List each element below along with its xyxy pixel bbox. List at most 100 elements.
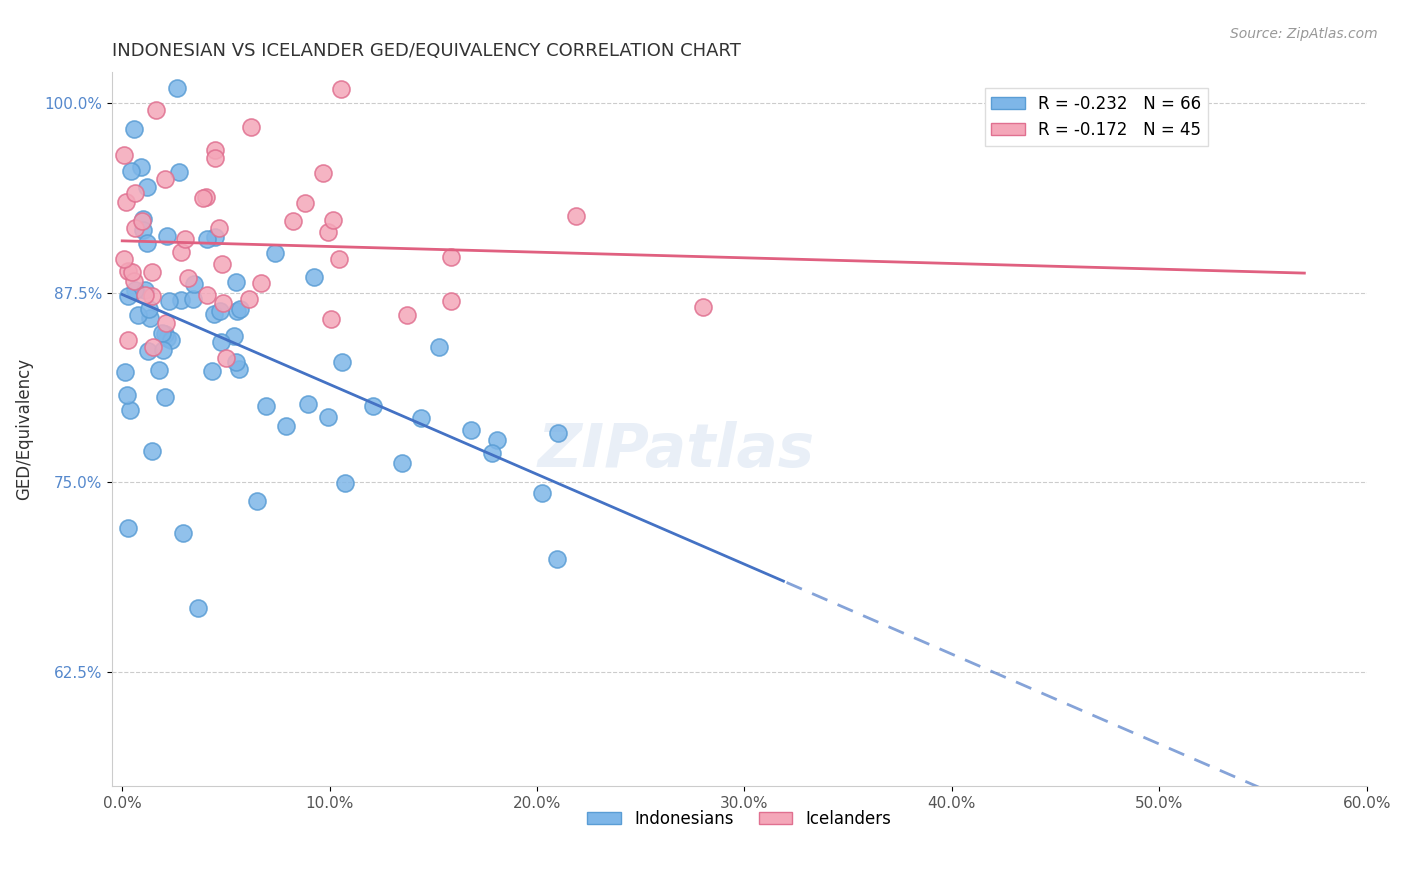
Point — [546, 552, 568, 566]
Point — [167, 165, 190, 179]
Point — [429, 340, 451, 354]
Point — [274, 419, 297, 434]
Point — [319, 311, 342, 326]
Point — [316, 409, 339, 424]
Point — [547, 425, 569, 440]
Point — [112, 148, 135, 162]
Point — [129, 160, 152, 174]
Point — [440, 293, 463, 308]
Point — [136, 344, 159, 359]
Point — [481, 446, 503, 460]
Point — [238, 293, 260, 307]
Point — [211, 257, 233, 271]
Point — [141, 444, 163, 458]
Point — [122, 122, 145, 136]
Point — [157, 293, 180, 308]
Point — [183, 277, 205, 291]
Point — [440, 250, 463, 264]
Point — [194, 190, 217, 204]
Point — [195, 232, 218, 246]
Point — [396, 308, 419, 322]
Point — [117, 263, 139, 277]
Point — [141, 265, 163, 279]
Point — [208, 304, 231, 318]
Point — [153, 390, 176, 404]
Point — [131, 214, 153, 228]
Point — [294, 195, 316, 210]
Point — [225, 355, 247, 369]
Point — [152, 343, 174, 357]
Point — [201, 364, 224, 378]
Point — [225, 304, 247, 318]
Text: ZIPatlas: ZIPatlas — [538, 421, 815, 480]
Point — [148, 363, 170, 377]
Point — [281, 214, 304, 228]
Point — [361, 399, 384, 413]
Point — [297, 397, 319, 411]
Point — [124, 274, 146, 288]
Point — [316, 225, 339, 239]
Point — [118, 402, 141, 417]
Point — [204, 144, 226, 158]
Point — [204, 230, 226, 244]
Point — [485, 433, 508, 447]
Point — [254, 400, 277, 414]
Point — [222, 328, 245, 343]
Text: INDONESIAN VS ICELANDER GED/EQUIVALENCY CORRELATION CHART: INDONESIAN VS ICELANDER GED/EQUIVALENCY … — [112, 42, 741, 60]
Y-axis label: GED/Equivalency: GED/Equivalency — [15, 358, 32, 500]
Point — [155, 327, 177, 342]
Point — [191, 191, 214, 205]
Point — [195, 287, 218, 301]
Point — [112, 252, 135, 267]
Point — [187, 601, 209, 615]
Point — [156, 331, 179, 345]
Point — [330, 354, 353, 368]
Point — [322, 212, 344, 227]
Point — [127, 308, 149, 322]
Point — [330, 82, 353, 96]
Point — [228, 361, 250, 376]
Point — [160, 333, 183, 347]
Point — [145, 103, 167, 117]
Point — [124, 283, 146, 297]
Point — [565, 209, 588, 223]
Point — [181, 292, 204, 306]
Point — [409, 411, 432, 425]
Point — [460, 424, 482, 438]
Point — [169, 293, 191, 308]
Point — [692, 300, 714, 314]
Point — [246, 494, 269, 508]
Point — [114, 365, 136, 379]
Point — [172, 525, 194, 540]
Point — [530, 486, 553, 500]
Point — [250, 276, 273, 290]
Point — [115, 388, 138, 402]
Point — [208, 220, 231, 235]
Point — [117, 289, 139, 303]
Point — [121, 265, 143, 279]
Point — [229, 301, 252, 316]
Point — [170, 245, 193, 260]
Point — [136, 235, 159, 250]
Point — [120, 163, 142, 178]
Point — [264, 246, 287, 260]
Point — [215, 351, 238, 365]
Point — [117, 521, 139, 535]
Point — [166, 80, 188, 95]
Point — [155, 172, 177, 186]
Point — [150, 326, 173, 340]
Point — [124, 221, 146, 235]
Point — [141, 289, 163, 303]
Point — [115, 195, 138, 210]
Point — [177, 271, 200, 285]
Point — [240, 120, 263, 134]
Point — [139, 311, 162, 326]
Point — [333, 475, 356, 490]
Text: Source: ZipAtlas.com: Source: ZipAtlas.com — [1230, 27, 1378, 41]
Point — [328, 252, 350, 266]
Point — [138, 302, 160, 317]
Legend: Indonesians, Icelanders: Indonesians, Icelanders — [581, 803, 898, 835]
Point — [209, 334, 232, 349]
Point — [117, 333, 139, 347]
Point — [155, 316, 177, 330]
